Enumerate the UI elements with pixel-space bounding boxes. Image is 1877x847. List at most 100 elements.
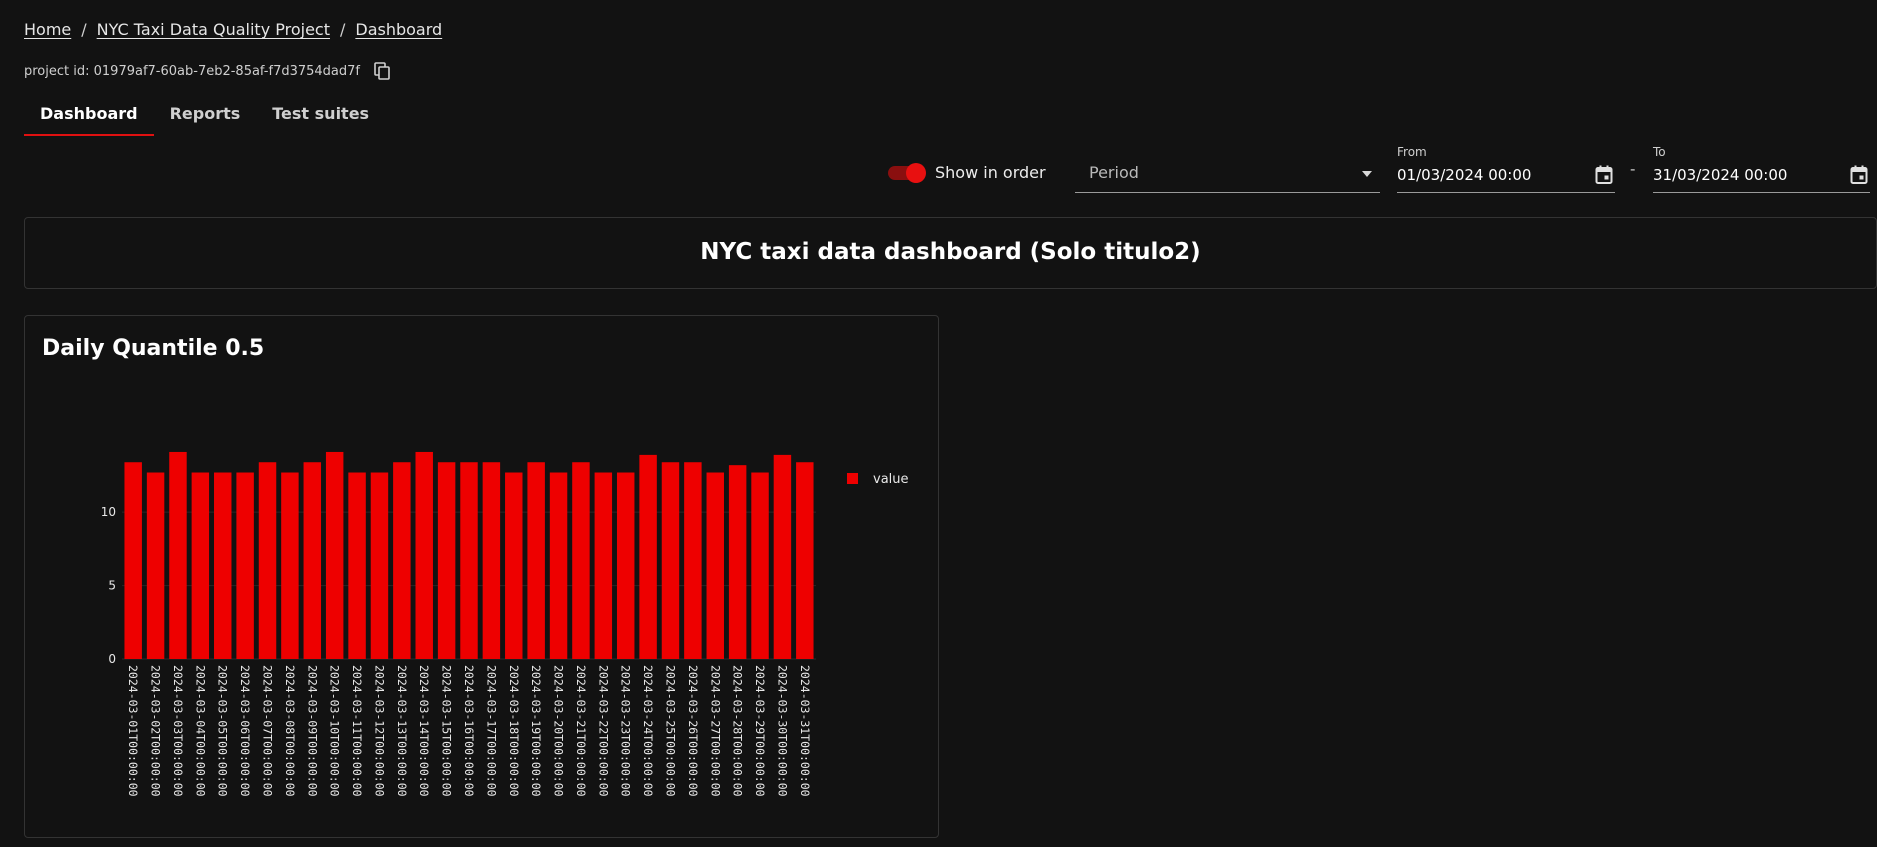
x-tick-label: 2024-03-02T00:00:00 <box>149 665 163 797</box>
from-date-input[interactable] <box>1397 166 1577 184</box>
bar <box>124 462 142 659</box>
tab-bar: Dashboard Reports Test suites <box>24 100 385 136</box>
x-tick-label: 2024-03-29T00:00:00 <box>753 665 767 797</box>
dashboard-title: NYC taxi data dashboard (Solo titulo2) <box>700 239 1201 265</box>
show-in-order-toggle[interactable] <box>888 163 926 183</box>
bar <box>281 472 299 659</box>
x-tick-label: 2024-03-11T00:00:00 <box>350 665 364 797</box>
bar <box>706 472 724 659</box>
to-date-field: To <box>1653 145 1870 193</box>
x-tick-label: 2024-03-05T00:00:00 <box>216 665 230 797</box>
y-tick-label: 0 <box>108 652 116 666</box>
bar <box>191 472 210 659</box>
bar <box>616 472 635 659</box>
x-tick-label: 2024-03-20T00:00:00 <box>552 665 566 797</box>
x-tick-label: 2024-03-08T00:00:00 <box>283 665 297 797</box>
x-tick-label: 2024-03-14T00:00:00 <box>417 665 431 797</box>
x-tick-label: 2024-03-28T00:00:00 <box>731 665 745 797</box>
show-in-order-label: Show in order <box>935 163 1046 182</box>
bar <box>146 472 165 659</box>
x-tick-label: 2024-03-17T00:00:00 <box>484 665 498 797</box>
bar <box>549 472 568 659</box>
x-tick-label: 2024-03-15T00:00:00 <box>440 665 454 797</box>
x-tick-label: 2024-03-16T00:00:00 <box>462 665 476 797</box>
legend-swatch <box>847 473 858 484</box>
bar <box>572 462 590 659</box>
x-tick-label: 2024-03-25T00:00:00 <box>663 665 677 797</box>
toggle-thumb <box>906 163 926 183</box>
x-tick-label: 2024-03-01T00:00:00 <box>126 665 140 797</box>
calendar-icon[interactable] <box>1595 165 1613 189</box>
x-tick-label: 2024-03-30T00:00:00 <box>775 665 789 797</box>
chart-panel: Daily Quantile 0.5 0 5 10 2024-03-01T00:00:… <box>24 315 939 838</box>
x-tick-label: 2024-03-31T00:00:00 <box>798 665 812 797</box>
dashboard-title-panel: NYC taxi data dashboard (Solo titulo2) <box>24 217 1877 289</box>
bar <box>415 451 433 659</box>
bar <box>214 472 232 659</box>
bar <box>527 462 545 659</box>
copy-icon[interactable] <box>374 62 390 80</box>
x-tick-label: 2024-03-12T00:00:00 <box>372 665 386 797</box>
project-id-text: project id: 01979af7-60ab-7eb2-85af-f7d3… <box>24 63 360 79</box>
breadcrumb-separator: / <box>339 20 346 39</box>
to-date-label: To <box>1653 145 1666 159</box>
x-tick-label: 2024-03-27T00:00:00 <box>708 665 722 797</box>
x-tick-label: 2024-03-18T00:00:00 <box>507 665 521 797</box>
bar <box>348 472 366 659</box>
bar <box>258 462 277 659</box>
to-date-input[interactable] <box>1653 166 1833 184</box>
bar <box>169 451 187 659</box>
breadcrumb-separator: / <box>81 20 87 39</box>
bar <box>728 465 747 659</box>
period-placeholder: Period <box>1089 163 1139 182</box>
x-tick-label: 2024-03-09T00:00:00 <box>305 665 319 797</box>
tab-dashboard[interactable]: Dashboard <box>24 100 154 136</box>
from-date-label: From <box>1397 145 1427 159</box>
tab-test-suites[interactable]: Test suites <box>272 104 370 123</box>
x-tick-label: 2024-03-23T00:00:00 <box>619 665 633 797</box>
bar <box>460 462 478 659</box>
breadcrumb-project-link[interactable]: NYC Taxi Data Quality Project <box>96 20 330 39</box>
bar <box>325 451 344 659</box>
breadcrumb-home-link[interactable]: Home <box>24 20 72 39</box>
bar <box>437 462 456 659</box>
x-tick-label: 2024-03-13T00:00:00 <box>395 665 409 797</box>
bar <box>661 462 680 659</box>
x-tick-label: 2024-03-06T00:00:00 <box>238 665 252 797</box>
bar-chart: 0 5 10 2024-03-01T00:00:00 2024-03-02T00:00:… <box>101 451 909 797</box>
bar <box>236 472 254 659</box>
date-range-dash: - <box>1630 160 1636 178</box>
bar <box>773 454 792 659</box>
x-tick-label: 2024-03-10T00:00:00 <box>328 665 342 797</box>
x-tick-label: 2024-03-19T00:00:00 <box>529 665 543 797</box>
bar <box>639 454 657 659</box>
x-tick-label: 2024-03-03T00:00:00 <box>171 665 185 797</box>
x-tick-label: 2024-03-21T00:00:00 <box>574 665 588 797</box>
bar <box>303 462 322 659</box>
x-tick-label: 2024-03-24T00:00:00 <box>641 665 655 797</box>
bar <box>796 462 814 659</box>
chart-title: Daily Quantile 0.5 <box>42 336 265 361</box>
bar <box>751 472 769 659</box>
bar <box>684 462 702 659</box>
x-tick-label: 2024-03-04T00:00:00 <box>193 665 207 797</box>
breadcrumb-dashboard-link[interactable]: Dashboard <box>355 20 443 39</box>
x-tick-label: 2024-03-07T00:00:00 <box>261 665 275 797</box>
chevron-down-icon <box>1362 171 1372 177</box>
x-tick-label: 2024-03-26T00:00:00 <box>686 665 700 797</box>
period-select[interactable]: Period <box>1075 160 1380 193</box>
tab-reports[interactable]: Reports <box>169 104 241 123</box>
breadcrumb: Home / NYC Taxi Data Quality Project / D… <box>24 20 442 39</box>
y-tick-label: 10 <box>101 505 116 519</box>
bar <box>482 462 501 659</box>
bar <box>594 472 613 659</box>
project-id-row: project id: 01979af7-60ab-7eb2-85af-f7d3… <box>24 62 390 80</box>
bar <box>393 462 411 659</box>
bar <box>505 472 523 659</box>
bar <box>370 472 389 659</box>
calendar-icon[interactable] <box>1850 165 1868 189</box>
legend-label: value <box>873 472 909 487</box>
x-tick-label: 2024-03-22T00:00:00 <box>596 665 610 797</box>
from-date-field: From <box>1397 145 1615 193</box>
y-tick-label: 5 <box>108 579 116 593</box>
